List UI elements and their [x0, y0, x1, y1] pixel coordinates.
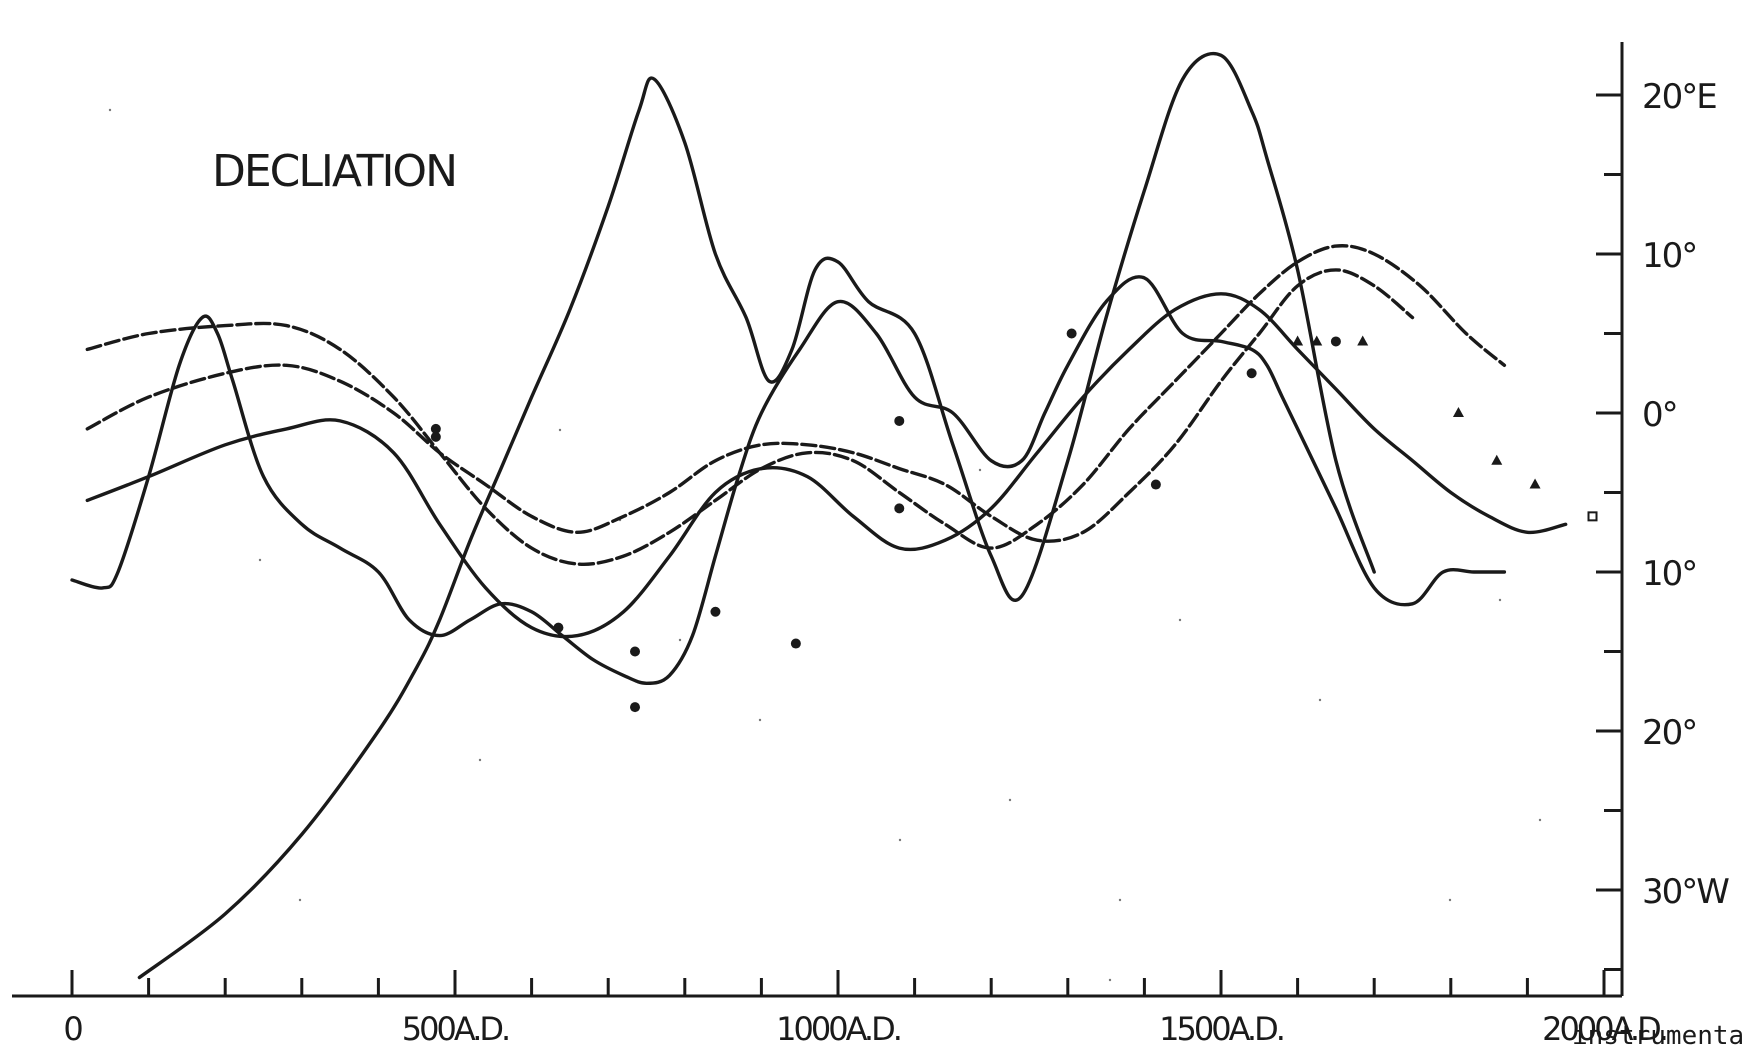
speck	[758, 718, 762, 722]
data-point-circle	[1246, 368, 1257, 379]
y-axis-ticks: 20°E 10° 0° 10° 20° 30°W	[1596, 77, 1731, 971]
speck	[1008, 798, 1012, 802]
speck	[978, 468, 982, 472]
series-curves	[70, 51, 1568, 980]
data-point-circle	[894, 415, 905, 426]
x-tick-label: 1000A.D.	[776, 1010, 900, 1045]
x-tick-label: 2000A.D.	[1542, 1010, 1666, 1045]
data-points	[430, 328, 1598, 713]
speck	[478, 758, 482, 762]
speck	[1178, 618, 1182, 622]
series-line-2	[70, 275, 1507, 685]
axes	[12, 42, 1624, 998]
y-tick-label: 20°	[1642, 713, 1696, 753]
data-point-circle	[1330, 336, 1341, 347]
series-line-1	[137, 51, 1376, 980]
data-point-circle	[790, 638, 801, 649]
speck	[1108, 978, 1112, 982]
y-tick-label: 10°	[1642, 236, 1696, 276]
speck	[898, 838, 902, 842]
y-tick-label: 30°W	[1642, 872, 1729, 912]
speck	[298, 898, 302, 902]
chart-title: DECLIATION	[212, 146, 456, 197]
data-point-circle	[630, 702, 641, 713]
data-point-square	[1587, 511, 1598, 522]
series-line-5	[85, 244, 1507, 566]
series-line-3	[85, 292, 1568, 639]
speck	[678, 638, 682, 642]
y-tick-label: 0°	[1642, 395, 1677, 435]
caption-fragment: instrumental	[1572, 1021, 1746, 1045]
speck	[1118, 898, 1122, 902]
speck	[558, 428, 562, 432]
x-tick-label: 500A.D.	[402, 1010, 508, 1045]
data-point-triangle	[1292, 335, 1304, 346]
x-tick-label: 1500A.D.	[1159, 1010, 1283, 1045]
data-point-triangle	[1491, 454, 1503, 465]
x-axis-ticks: 0 500A.D. 1000A.D. 1500A.D. 2000A.D.	[63, 970, 1669, 1045]
speck	[258, 558, 262, 562]
data-point-circle	[430, 423, 441, 434]
speck	[1498, 598, 1502, 602]
series-line-4	[85, 268, 1415, 543]
data-point-circle	[894, 503, 905, 514]
data-point-circle	[1150, 479, 1161, 490]
data-point-triangle	[1357, 335, 1369, 346]
y-tick-label: 20°E	[1642, 77, 1716, 117]
data-point-triangle	[1529, 478, 1541, 489]
y-tick-label: 10°	[1642, 554, 1696, 594]
speck	[108, 108, 112, 112]
data-point-triangle	[1311, 335, 1323, 346]
speck	[1318, 698, 1322, 702]
data-point-circle	[430, 431, 441, 442]
x-tick-label: 0	[63, 1010, 82, 1045]
speck	[1448, 898, 1452, 902]
paper-speckles	[108, 108, 1542, 982]
data-point-circle	[553, 622, 564, 633]
data-point-circle	[630, 646, 641, 657]
data-point-circle	[710, 606, 721, 617]
speck	[1538, 818, 1542, 822]
data-point-triangle	[1452, 407, 1464, 417]
data-point-circle	[1066, 328, 1077, 339]
